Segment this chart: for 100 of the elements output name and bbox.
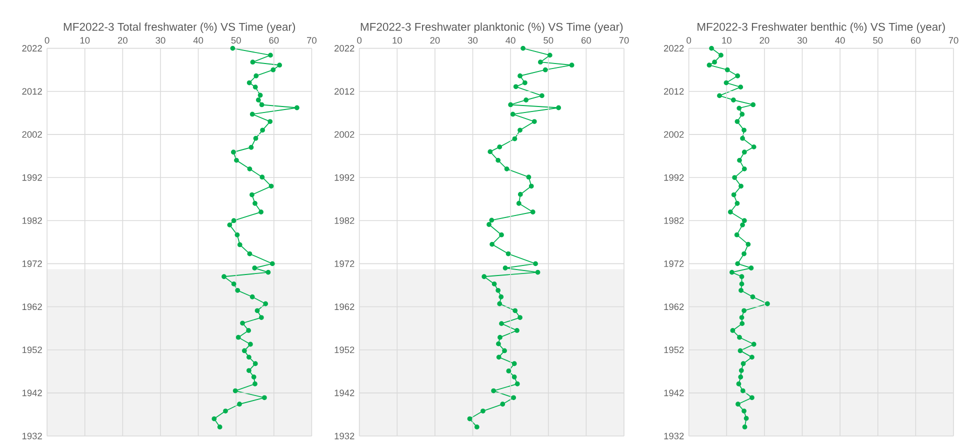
point — [532, 119, 537, 124]
point — [706, 62, 712, 68]
y-tick-label: 1962 — [22, 304, 42, 310]
point — [252, 266, 258, 271]
point — [236, 335, 241, 340]
point — [750, 294, 756, 300]
point — [737, 335, 742, 340]
point — [496, 342, 501, 346]
point — [734, 232, 740, 238]
y-tick-label: 2022 — [664, 45, 684, 52]
point — [252, 84, 258, 90]
y-tick-label: 2012 — [664, 88, 684, 95]
point — [488, 149, 493, 154]
point — [530, 210, 536, 215]
point — [231, 218, 236, 224]
y-tick-label: 1962 — [334, 304, 354, 310]
point — [248, 145, 254, 150]
point — [742, 252, 746, 256]
point — [491, 388, 496, 394]
point — [732, 175, 738, 180]
point — [740, 222, 745, 228]
point — [746, 242, 751, 247]
y-tick-label: 2022 — [22, 45, 42, 52]
point — [513, 84, 518, 90]
x-tick-label: 0 — [686, 37, 692, 44]
y-tick-label: 2022 — [334, 45, 354, 52]
point — [254, 308, 260, 314]
point — [246, 354, 252, 360]
point — [260, 128, 265, 133]
point — [739, 274, 744, 280]
point — [250, 112, 255, 117]
point — [731, 192, 736, 198]
point — [212, 416, 217, 422]
point — [736, 382, 742, 387]
point — [740, 136, 745, 141]
point — [234, 158, 239, 163]
point — [740, 321, 745, 326]
point — [735, 261, 740, 266]
x-tick-label: 60 — [582, 37, 591, 44]
point — [489, 218, 494, 223]
point — [740, 388, 746, 394]
y-tick-label: 1952 — [664, 346, 684, 354]
point — [474, 424, 480, 430]
point — [252, 361, 258, 366]
point — [740, 361, 746, 366]
x-tick-label: 50 — [873, 37, 883, 44]
point — [522, 80, 528, 86]
point — [486, 222, 492, 228]
point — [294, 106, 300, 110]
point — [738, 184, 744, 189]
point — [237, 242, 242, 248]
y-tick-label: 1952 — [334, 346, 354, 354]
point — [253, 136, 258, 141]
point — [246, 368, 252, 374]
x-tick-label: 20 — [760, 37, 770, 44]
x-tick-label: 0 — [44, 37, 50, 44]
y-tick-label: 1952 — [22, 346, 42, 354]
point — [490, 242, 494, 247]
point — [248, 342, 253, 347]
point — [742, 424, 748, 430]
y-tick-label: 1992 — [22, 174, 42, 182]
point — [252, 382, 258, 387]
y-tick-label: 1972 — [22, 260, 42, 268]
point — [270, 68, 276, 72]
point — [506, 368, 512, 374]
x-tick-label: 30 — [156, 37, 166, 44]
x-tick-label: 70 — [619, 37, 629, 44]
point — [518, 128, 522, 133]
point — [742, 128, 746, 133]
point — [268, 119, 273, 124]
point — [222, 274, 226, 280]
point — [492, 282, 497, 287]
point — [742, 166, 747, 172]
point — [499, 232, 504, 238]
x-tick-label: 50 — [231, 37, 241, 44]
x-tick-label: 70 — [948, 37, 958, 44]
point — [497, 302, 502, 306]
y-tick-label: 1982 — [22, 218, 42, 224]
point — [514, 328, 520, 334]
point — [518, 315, 522, 320]
point — [263, 302, 268, 306]
point — [742, 308, 746, 314]
point — [569, 62, 574, 68]
point — [502, 348, 507, 354]
point — [751, 144, 756, 150]
point — [765, 302, 770, 306]
x-tick-label: 20 — [118, 37, 128, 44]
point — [512, 136, 518, 142]
y-tick-label: 2002 — [22, 131, 42, 138]
y-tick-label: 2002 — [334, 131, 354, 138]
point — [547, 52, 552, 58]
point — [247, 166, 252, 172]
point — [744, 416, 749, 421]
point — [259, 102, 264, 108]
point — [235, 288, 240, 294]
point — [256, 98, 261, 103]
chart-title: MF2022-3 Freshwater planktonic (%) VS Time (year) — [360, 22, 623, 34]
point — [748, 266, 754, 271]
point — [712, 60, 717, 65]
point — [751, 342, 756, 347]
